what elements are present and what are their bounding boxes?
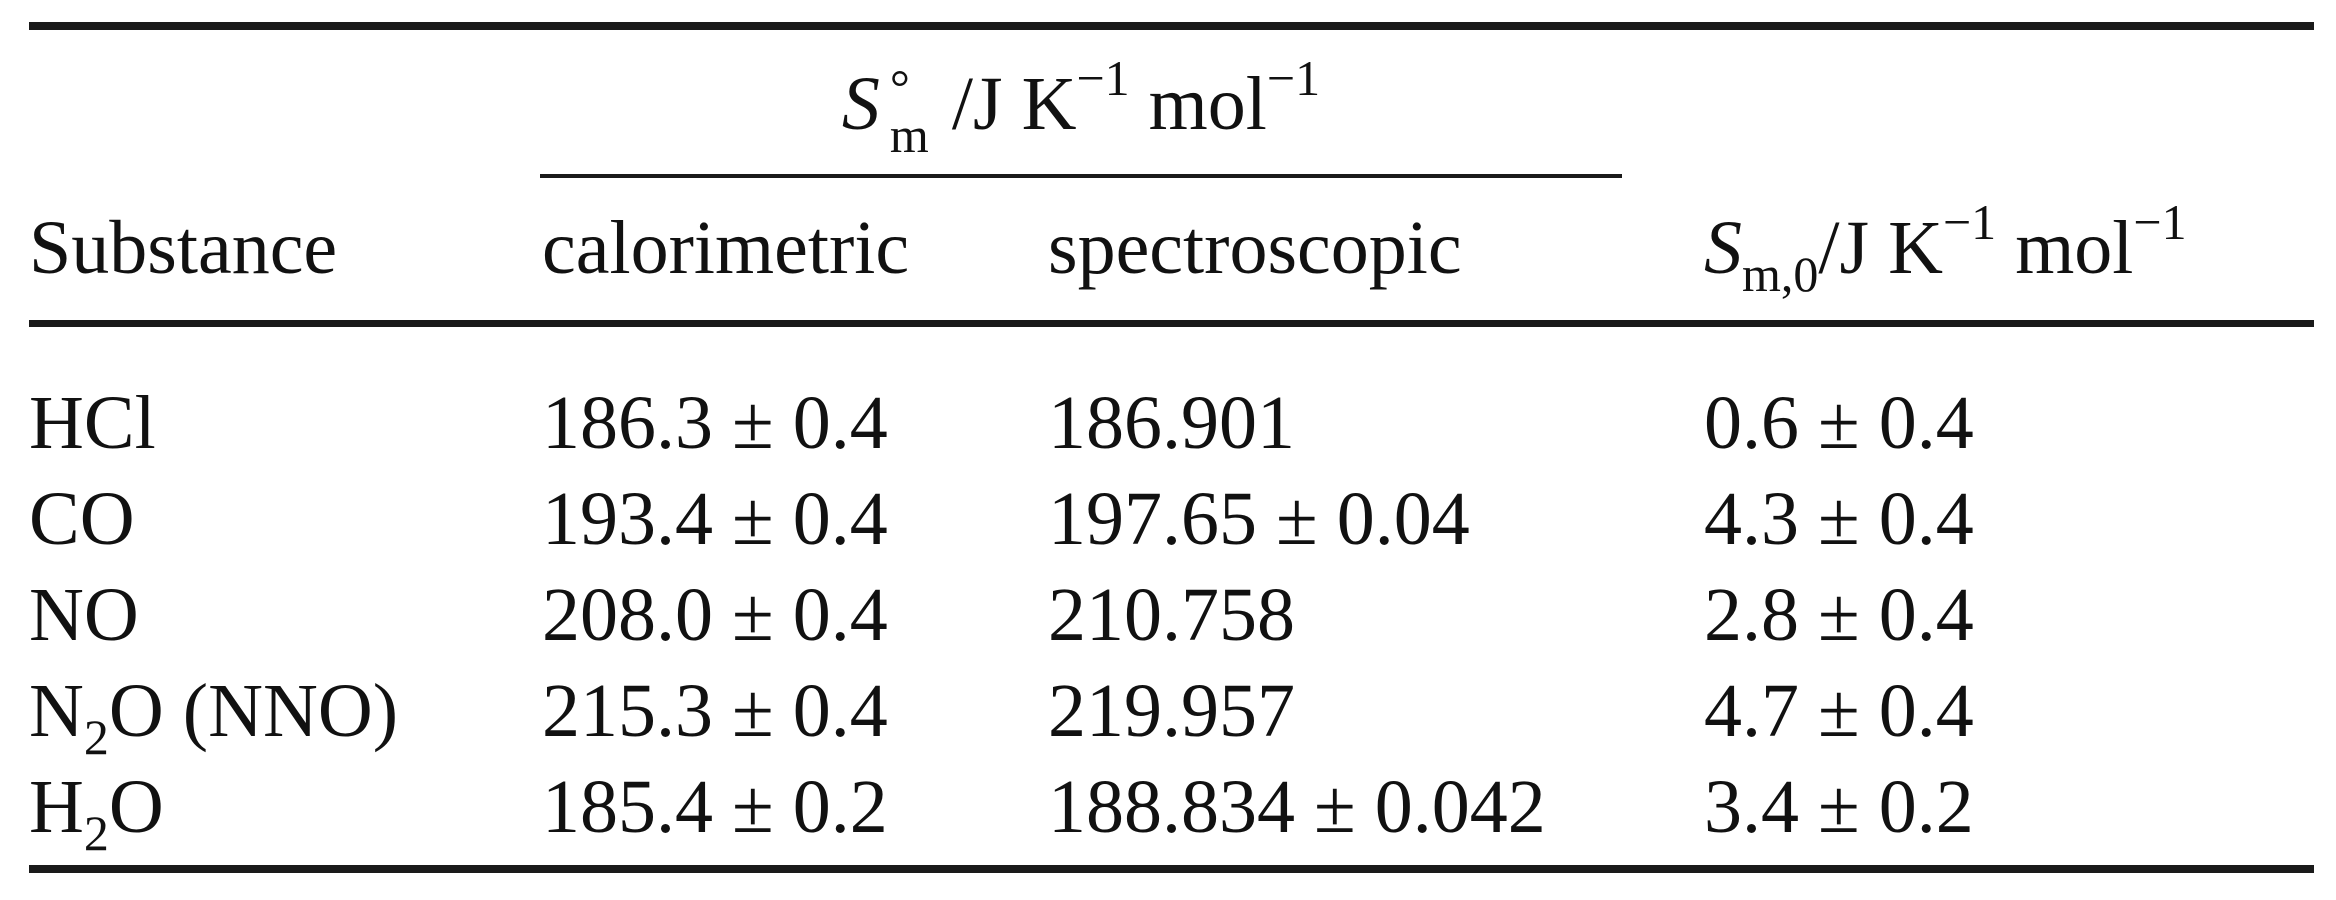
unit-jk: /J K bbox=[1818, 206, 1943, 290]
formula-remainder: O bbox=[108, 765, 164, 849]
cell-spectroscopic: 188.834 ± 0.042 bbox=[1048, 765, 1546, 849]
unit-mol: mol bbox=[1996, 206, 2134, 290]
cell-calorimetric: 208.0 ± 0.4 bbox=[542, 573, 888, 657]
unit-exponent-mol: −1 bbox=[1266, 50, 1321, 106]
formula-subscript: 2 bbox=[83, 805, 109, 861]
unit-mol: mol bbox=[1129, 62, 1267, 146]
cell-substance: HCl bbox=[29, 381, 156, 465]
formula-element: H bbox=[29, 765, 84, 849]
molar-subscript: m bbox=[889, 107, 929, 163]
cell-residual-entropy: 3.4 ± 0.2 bbox=[1704, 765, 1974, 849]
column-header-substance: Substance bbox=[29, 206, 338, 290]
cell-spectroscopic: 219.957 bbox=[1048, 669, 1295, 753]
column-header-calorimetric: calorimetric bbox=[542, 206, 910, 290]
symbol-s: S bbox=[1704, 206, 1742, 290]
cell-calorimetric: 185.4 ± 0.2 bbox=[542, 765, 888, 849]
standard-molar-entropy-group-header: S ° m /J K−1 mol−1 bbox=[540, 53, 1622, 160]
standard-state-superscript: ° bbox=[889, 59, 910, 115]
unit-jk: /J K bbox=[951, 62, 1077, 146]
group-header-rule bbox=[540, 174, 1622, 178]
cell-calorimetric: 193.4 ± 0.4 bbox=[542, 477, 888, 561]
formula-subscript: 2 bbox=[83, 709, 109, 765]
cell-residual-entropy: 4.7 ± 0.4 bbox=[1704, 669, 1974, 753]
formula-element: N bbox=[29, 669, 84, 753]
cell-calorimetric: 186.3 ± 0.4 bbox=[542, 381, 888, 465]
cell-substance: H2O bbox=[29, 769, 164, 858]
cell-spectroscopic: 186.901 bbox=[1048, 381, 1295, 465]
cell-substance: NO bbox=[29, 573, 139, 657]
unit-exponent-k: −1 bbox=[1076, 50, 1130, 106]
unit-exponent-k: −1 bbox=[1942, 194, 1997, 250]
bottom-rule bbox=[29, 865, 2314, 873]
residual-subscript: m,0 bbox=[1742, 246, 1819, 302]
cell-substance: CO bbox=[29, 477, 135, 561]
formula-remainder: O (NNO) bbox=[108, 669, 399, 753]
cell-substance: N2O (NNO) bbox=[29, 673, 398, 762]
column-header-spectroscopic: spectroscopic bbox=[1048, 206, 1462, 290]
cell-residual-entropy: 0.6 ± 0.4 bbox=[1704, 381, 1974, 465]
cell-spectroscopic: 197.65 ± 0.04 bbox=[1048, 477, 1470, 561]
cell-residual-entropy: 2.8 ± 0.4 bbox=[1704, 573, 1974, 657]
column-header-residual-entropy: Sm,0/J K−1 mol−1 bbox=[1704, 197, 2187, 299]
cell-spectroscopic: 210.758 bbox=[1048, 573, 1295, 657]
top-rule bbox=[29, 22, 2314, 30]
cell-residual-entropy: 4.3 ± 0.4 bbox=[1704, 477, 1974, 561]
cell-calorimetric: 215.3 ± 0.4 bbox=[542, 669, 888, 753]
unit-exponent-mol: −1 bbox=[2133, 194, 2187, 250]
entropy-symbol: S ° m bbox=[842, 62, 952, 160]
symbol-s: S bbox=[841, 62, 880, 146]
header-rule bbox=[29, 320, 2314, 327]
